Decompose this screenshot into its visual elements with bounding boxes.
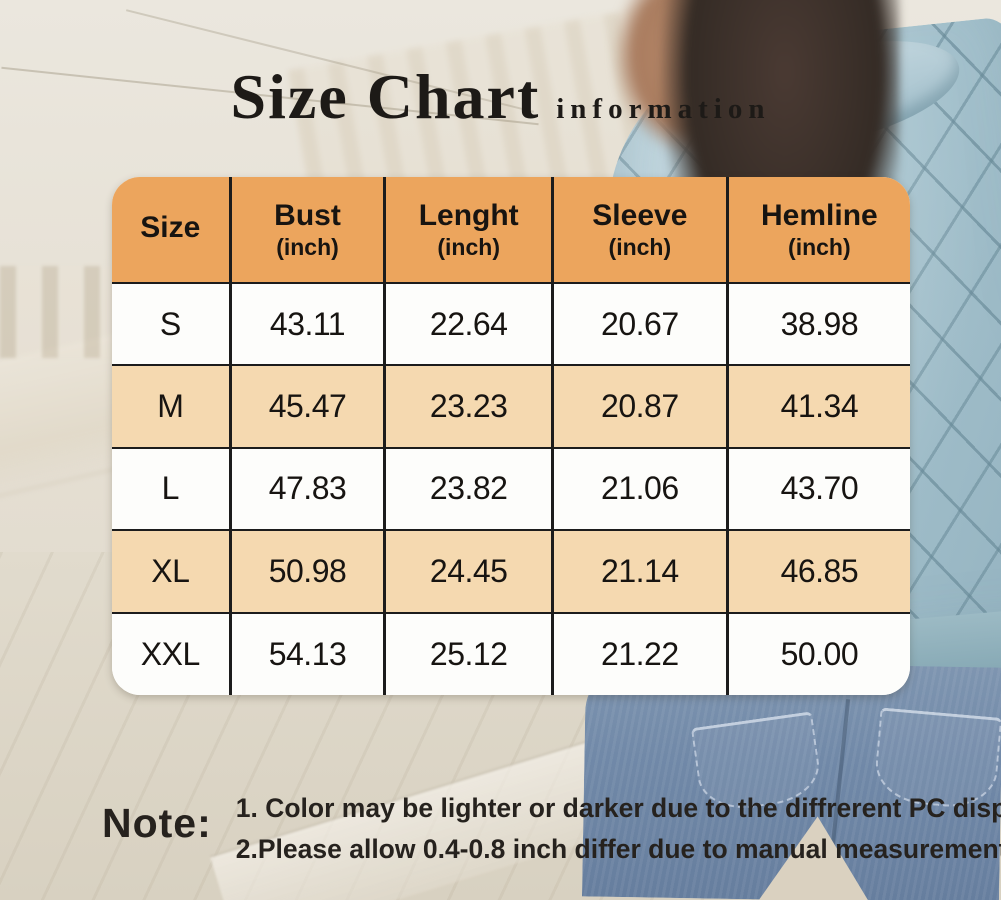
column-header-bust: Bust (inch) [228,177,385,283]
hemline-cell: 46.85 [725,529,910,613]
hemline-cell: 41.34 [725,364,910,448]
header-unit: (inch) [788,234,851,261]
table-row-xl: XL 50.98 24.45 21.14 46.85 [112,529,910,613]
sleeve-cell: 20.87 [550,364,728,448]
size-cell: L [112,446,231,531]
header-row: Size Bust (inch) Lenght (inch) Sleeve (i… [112,177,910,283]
header-unit: (inch) [437,234,500,261]
bust-cell: 45.47 [228,364,385,448]
size-chart-table: Size Bust (inch) Lenght (inch) Sleeve (i… [112,177,910,695]
sleeve-cell: 20.67 [550,281,728,366]
note-line-2: 2.Please allow 0.4-0.8 inch differ due t… [235,834,1001,864]
column-header-length: Lenght (inch) [383,177,553,283]
size-cell: M [112,364,231,448]
hemline-cell: 50.00 [725,611,910,695]
header-label: Hemline [761,198,878,232]
hemline-cell: 43.70 [725,446,910,531]
bust-cell: 43.11 [228,281,385,366]
title-block: Size Chart information [0,60,1001,134]
note-lines: 1. Color may be lighter or darker due to… [236,788,1001,870]
sleeve-cell: 21.22 [550,611,728,695]
length-cell: 22.64 [383,281,553,366]
note-block: Note: 1. Color may be lighter or darker … [102,788,1001,870]
header-unit: (inch) [608,234,672,261]
hemline-cell: 38.98 [725,281,910,366]
table-row-s: S 43.11 22.64 20.67 38.98 [112,281,910,366]
note-label: Note: [102,800,212,846]
column-header-size: Size [112,177,231,283]
size-cell: XL [112,529,231,613]
size-chart-table-card: Size Bust (inch) Lenght (inch) Sleeve (i… [112,177,910,695]
bust-cell: 50.98 [228,529,385,613]
column-header-sleeve: Sleeve (inch) [550,177,728,283]
header-label: Bust [274,198,341,232]
page-title: Size Chart [230,61,541,132]
header-label: Sleeve [592,198,688,232]
table-row-l: L 47.83 23.82 21.06 43.70 [112,446,910,531]
sleeve-cell: 21.06 [550,446,728,531]
bust-cell: 54.13 [228,611,385,695]
table-row-m: M 45.47 23.23 20.87 41.34 [112,364,910,448]
bust-cell: 47.83 [228,446,385,531]
size-cell: S [112,281,231,366]
length-cell: 24.45 [383,529,553,613]
length-cell: 23.23 [383,364,553,448]
length-cell: 23.82 [383,446,553,531]
column-header-hemline: Hemline (inch) [725,177,910,283]
header-unit: (inch) [276,234,339,261]
table-row-xxl: XXL 54.13 25.12 21.22 50.00 [112,611,910,695]
length-cell: 25.12 [383,611,553,695]
size-cell: XXL [112,611,231,695]
sleeve-cell: 21.14 [550,529,728,613]
header-label: Lenght [418,198,519,232]
header-label: Size [140,210,201,244]
page-subtitle: information [556,93,771,125]
note-line-1: 1. Color may be lighter or darker due to… [235,793,1001,823]
